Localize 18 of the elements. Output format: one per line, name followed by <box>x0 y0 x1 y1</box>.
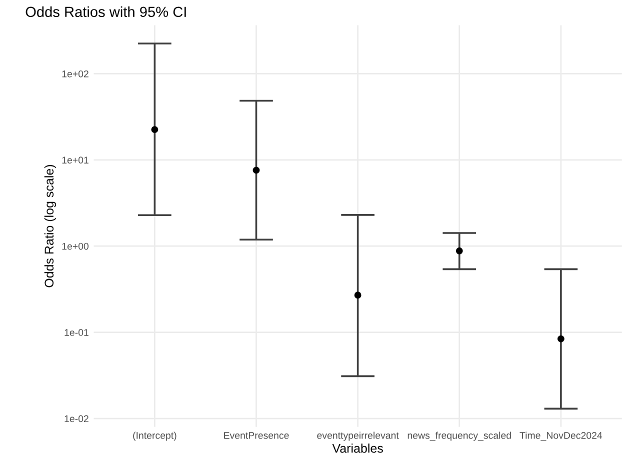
x-tick-label: news_frequency_scaled <box>408 432 511 441</box>
y-axis-title: Odds Ratio (log scale) <box>44 165 56 288</box>
point <box>354 292 362 299</box>
chart-title: Odds Ratios with 95% CI <box>26 6 186 18</box>
y-tick-label: 1e+00 <box>62 242 89 250</box>
point <box>151 126 158 134</box>
y-tick-label: 1e+02 <box>62 70 88 78</box>
point <box>557 335 564 342</box>
x-tick-label: EventPresence <box>224 432 289 439</box>
point <box>456 247 463 254</box>
y-tick-label: 1e-01 <box>64 329 88 336</box>
x-tick-label: eventtypeirrelevant <box>317 432 399 441</box>
x-tick-label: Time_NovDec2024 <box>520 432 602 441</box>
point <box>252 166 260 174</box>
y-tick-label: 1e+01 <box>62 156 88 164</box>
y-tick-label: 1e-02 <box>64 415 88 422</box>
x-tick-label: (Intercept) <box>133 432 176 441</box>
x-axis-title: Variables <box>332 444 383 453</box>
